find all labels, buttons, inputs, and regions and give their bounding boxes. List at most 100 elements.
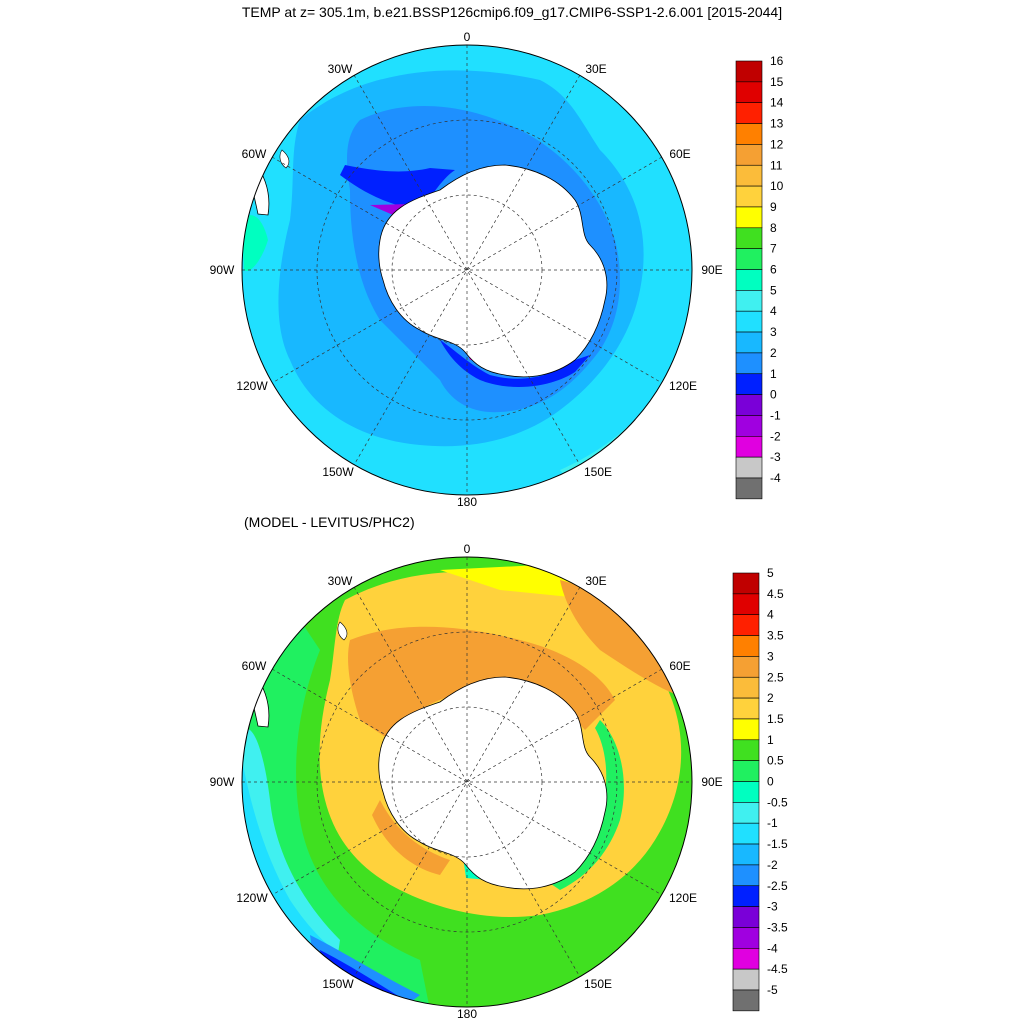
colorbar-label: 3	[770, 325, 777, 339]
colorbar-swatch	[732, 760, 760, 782]
colorbar-swatch	[732, 781, 760, 803]
colorbar-label: 2	[767, 691, 774, 705]
lon-label: 30W	[328, 574, 353, 588]
lon-label: 0	[464, 542, 471, 556]
colorbar-swatch	[735, 144, 763, 166]
colorbar-swatch	[732, 947, 760, 970]
colorbar-label: -5	[767, 983, 778, 997]
colorbar-swatch	[735, 81, 763, 103]
colorbar-label: 5	[767, 566, 774, 580]
lon-label: 180	[457, 495, 477, 509]
lon-label: 60W	[242, 659, 267, 673]
lon-label: 90E	[701, 775, 722, 789]
model-temperature-map: 0 30E 60E 90E 120E 150E 180 150W 120W 90…	[210, 30, 784, 509]
colorbar: 5 4.5 4 3.5 3 2.5 2 1.5 1 0.5 0 -0.5 -1 -1.5 -2 -2.5 -3 -…	[732, 566, 788, 1012]
colorbar-label: 3.5	[767, 629, 784, 643]
colorbar-label: 0	[767, 775, 774, 789]
colorbar-label: -1.5	[767, 837, 788, 851]
colorbar-swatch	[732, 927, 760, 949]
colorbar-swatch	[732, 802, 760, 824]
colorbar-label: 13	[770, 117, 784, 131]
lon-label: 90E	[701, 263, 722, 277]
colorbar-label: 6	[770, 263, 777, 277]
colorbar-swatch	[732, 906, 760, 928]
colorbar-swatch	[735, 206, 763, 229]
colorbar-label: 2.5	[767, 670, 784, 684]
colorbar-label: -4	[767, 941, 778, 955]
colorbar-swatch	[732, 989, 760, 1012]
colorbar-label: -0.5	[767, 795, 788, 809]
colorbar-swatch	[732, 676, 760, 699]
falklands	[337, 621, 348, 641]
difference-map-subtitle: (MODEL - LEVITUS/PHC2)	[244, 514, 415, 530]
colorbar-swatch	[735, 185, 763, 208]
colorbar-label: -1	[770, 408, 781, 422]
colorbar-label: 4	[767, 608, 774, 622]
map-border	[241, 44, 693, 496]
figure-title: TEMP at z= 305.1m, b.e21.BSSP126cmip6.f0…	[241, 4, 783, 20]
lon-label: 60E	[669, 147, 690, 161]
colorbar-swatch	[735, 415, 763, 437]
colorbar-label: 16	[770, 54, 784, 68]
colorbar-label: 15	[770, 75, 784, 89]
lon-label: 150E	[584, 465, 612, 479]
colorbar-swatch	[735, 456, 763, 479]
colorbar-label: -3	[767, 900, 778, 914]
colorbar-swatch	[735, 164, 763, 187]
colorbar-swatch	[735, 290, 763, 312]
lon-label: 120E	[669, 379, 697, 393]
colorbar-swatch	[735, 331, 763, 354]
difference-map: 0 30E 60E 90E 120E 150E 180 150W 120W 90…	[210, 542, 788, 1021]
colorbar-swatch	[732, 968, 760, 991]
lon-label: 120W	[236, 379, 268, 393]
antarctica	[378, 164, 608, 378]
colorbar-swatch	[735, 310, 763, 333]
colorbar-label: -4	[770, 471, 781, 485]
colorbar-label: 12	[770, 137, 784, 151]
lon-label: 60E	[669, 659, 690, 673]
colorbar-swatch	[735, 248, 763, 270]
graticule	[242, 557, 692, 1007]
lon-label: 0	[464, 30, 471, 44]
colorbar-label: -2	[770, 429, 781, 443]
colorbar-label: 10	[770, 179, 784, 193]
colorbar-label: 2	[770, 346, 777, 360]
colorbar-label: 11	[770, 158, 783, 172]
colorbar-swatch	[735, 394, 763, 416]
colorbar-swatch	[732, 593, 760, 615]
colorbar-label: 5	[770, 283, 777, 297]
colorbar-label: 4	[770, 304, 777, 318]
colorbar-label: -4.5	[767, 962, 788, 976]
colorbar-swatch	[732, 656, 760, 678]
colorbar-swatch	[735, 269, 763, 291]
ocean-0-1-ross	[440, 340, 590, 387]
colorbar-swatch	[732, 739, 760, 761]
colorbar-swatch	[735, 60, 763, 83]
longitude-labels: 0 30E 60E 90E 120E 150E 180 150W 120W 90…	[210, 542, 723, 1021]
colorbar-label: -3	[770, 450, 781, 464]
lon-label: 30E	[585, 62, 606, 76]
colorbar-label: 3	[767, 649, 774, 663]
colorbar-label: 9	[770, 200, 777, 214]
colorbar-swatch	[735, 373, 763, 395]
colorbar-swatch	[732, 718, 760, 741]
lon-label: 180	[457, 1007, 477, 1021]
colorbar-label: 1	[770, 367, 777, 381]
falklands	[279, 149, 290, 169]
colorbar-label: 0.5	[767, 754, 784, 768]
longitude-labels: 0 30E 60E 90E 120E 150E 180 150W 120W 90…	[210, 30, 723, 509]
colorbar-swatch	[735, 352, 763, 375]
ocean-5-6-patch-west	[242, 215, 268, 271]
colorbar-label: 1.5	[767, 712, 784, 726]
colorbar-swatch	[732, 843, 760, 866]
diff-0-0.5-east	[545, 720, 624, 890]
colorbar-swatch	[732, 572, 760, 595]
map-border	[241, 556, 693, 1008]
colorbar-swatch	[732, 635, 760, 657]
diff-2.5-3-band-east	[560, 580, 690, 700]
diff-1-1.5-patch	[440, 565, 600, 600]
lon-label: 90W	[210, 263, 235, 277]
colorbar-swatch	[732, 864, 760, 887]
